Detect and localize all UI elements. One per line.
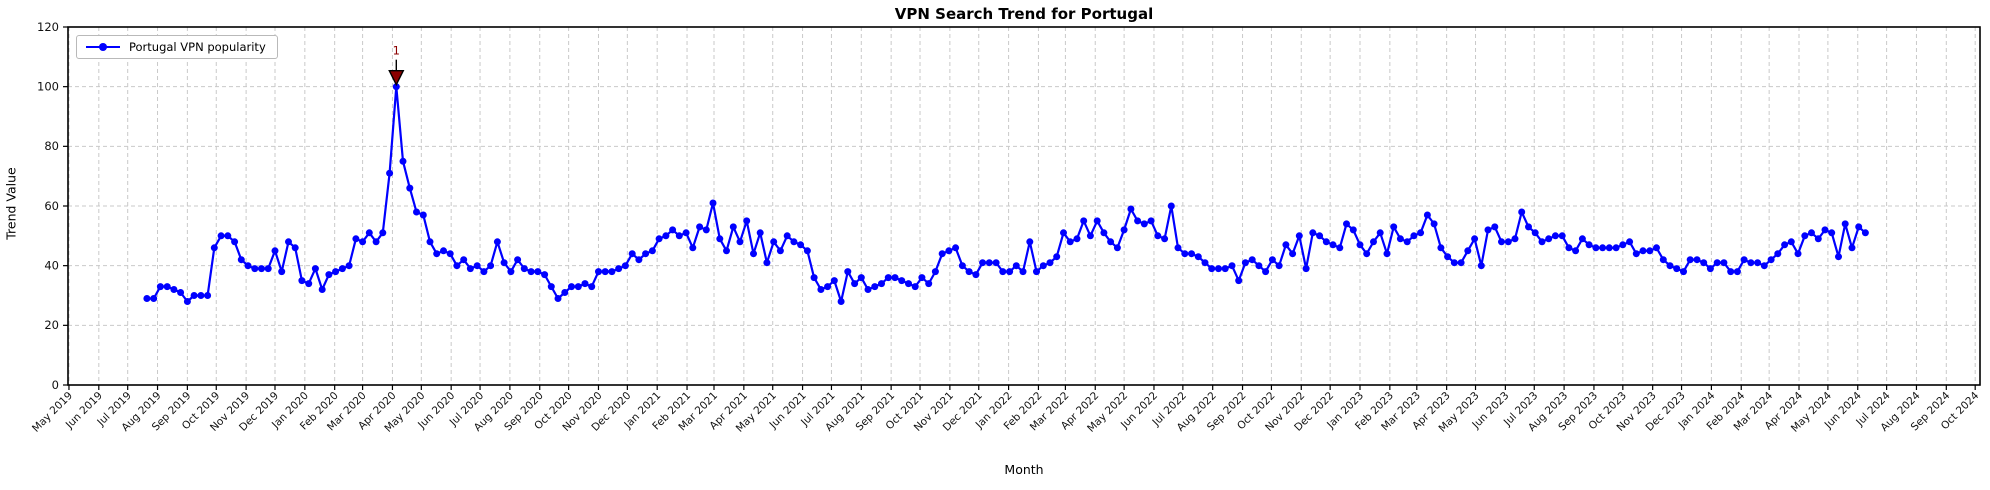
trend-markers <box>143 83 1869 305</box>
peak-annotation-label: 1 <box>393 44 400 58</box>
plot-border <box>67 26 1981 386</box>
chart-title: VPN Search Trend for Portugal <box>894 5 1154 23</box>
y-tick-label: 0 <box>52 378 59 392</box>
peak-arrow-icon <box>388 69 405 87</box>
gridlines <box>68 26 1980 386</box>
trend-line <box>146 85 1867 303</box>
y-tick-label: 60 <box>44 199 59 213</box>
y-tick-label: 40 <box>44 258 59 272</box>
peak-annotation: 1 <box>388 44 405 87</box>
legend-line-marker-icon <box>86 42 120 52</box>
y-axis-label: Trend Value <box>3 167 19 240</box>
y-tick-label: 100 <box>37 79 59 93</box>
y-tick-label: 20 <box>44 318 59 332</box>
legend: Portugal VPN popularity <box>76 35 278 59</box>
x-axis-label: Month <box>1004 462 1044 477</box>
axis-ticks <box>63 26 1976 390</box>
y-tick-label: 80 <box>44 139 59 153</box>
legend-label: Portugal VPN popularity <box>129 40 266 54</box>
y-tick-label: 120 <box>37 20 59 34</box>
